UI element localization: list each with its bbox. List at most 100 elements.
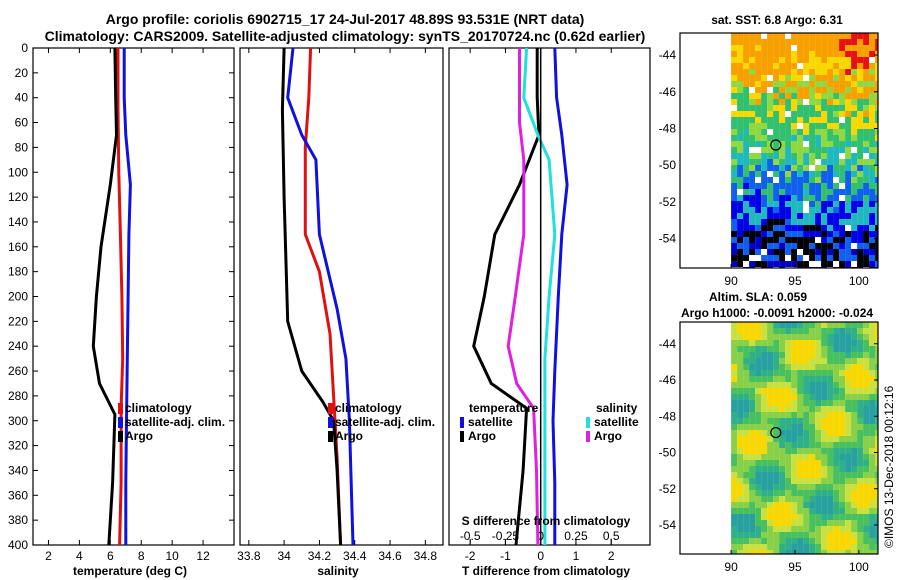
map-cell xyxy=(809,69,816,75)
map-cell xyxy=(833,231,840,237)
map-cell xyxy=(815,418,822,424)
map-cell xyxy=(797,117,804,123)
x-tick-label: 6 xyxy=(107,549,114,563)
map-cell xyxy=(851,478,858,484)
map-cell xyxy=(821,177,828,183)
map-cell xyxy=(863,394,870,400)
series-line-s-satellite xyxy=(522,47,557,545)
map-cell xyxy=(803,231,810,237)
map-cell xyxy=(785,189,792,195)
map-cell xyxy=(839,39,846,45)
map-cell xyxy=(869,51,876,57)
map-cell xyxy=(827,388,834,394)
map-cell xyxy=(743,328,750,334)
map-cell xyxy=(869,412,876,418)
map-cell xyxy=(767,57,774,63)
map-cell xyxy=(869,550,876,554)
map-cell xyxy=(737,520,744,526)
map-cell xyxy=(803,135,810,141)
map-cell xyxy=(743,135,750,141)
map-cell xyxy=(809,243,816,249)
map-cell xyxy=(803,478,810,484)
map-cell xyxy=(809,544,816,550)
map-cell xyxy=(833,502,840,508)
argo-location-marker xyxy=(770,426,782,439)
map-cell xyxy=(791,45,798,51)
map-cell xyxy=(779,478,786,484)
map-cell xyxy=(785,544,792,550)
map-cell xyxy=(833,508,840,514)
map-cell xyxy=(821,442,828,448)
temperature-xlabel: temperature (deg C) xyxy=(73,564,187,578)
map-cell xyxy=(875,442,878,448)
map-cell xyxy=(743,243,750,249)
map-cell xyxy=(827,358,834,364)
map-cell xyxy=(875,520,878,526)
map-cell xyxy=(737,195,744,201)
map-cell xyxy=(845,508,852,514)
map-cell xyxy=(773,57,780,63)
map-cell xyxy=(839,454,846,460)
map-cell xyxy=(875,538,878,544)
map-cell xyxy=(749,123,756,129)
map-cell xyxy=(863,454,870,460)
map-cell xyxy=(833,111,840,117)
map-cell xyxy=(737,412,744,418)
map-cell xyxy=(821,490,828,496)
map-cell xyxy=(737,225,744,231)
map-cell xyxy=(749,39,756,45)
map-cell xyxy=(779,550,786,554)
map-cell xyxy=(803,45,810,51)
map-cell xyxy=(749,508,756,514)
map-cell xyxy=(731,33,738,39)
map-cell xyxy=(845,418,852,424)
map-cell xyxy=(755,346,762,352)
map-cell xyxy=(845,376,852,382)
map-cell xyxy=(767,45,774,51)
map-cell xyxy=(749,45,756,51)
map-cell xyxy=(737,243,744,249)
x-tick-label: 10 xyxy=(165,549,179,563)
map-cell xyxy=(821,225,828,231)
map-cell xyxy=(767,394,774,400)
map-cell xyxy=(845,183,852,189)
map-cell xyxy=(851,364,858,370)
legend3-swatch-s-satellite xyxy=(586,417,590,428)
map-cell xyxy=(863,460,870,466)
map-cell xyxy=(809,213,816,219)
map-cell xyxy=(743,117,750,123)
map-cell xyxy=(791,532,798,538)
map-cell xyxy=(857,550,864,554)
map-cell xyxy=(833,93,840,99)
map-cell xyxy=(833,400,840,406)
map-cell xyxy=(851,502,858,508)
map-cell xyxy=(773,358,780,364)
map-cell xyxy=(779,376,786,382)
map-cell xyxy=(851,87,858,93)
map-cell xyxy=(821,189,828,195)
map-cell xyxy=(767,261,774,267)
map-cell xyxy=(791,57,798,63)
map-cell xyxy=(869,261,876,267)
map-cell xyxy=(809,454,816,460)
map-cell xyxy=(821,508,828,514)
map-cell xyxy=(755,51,762,57)
map-cell xyxy=(857,340,864,346)
map-cell xyxy=(815,346,822,352)
map-cell xyxy=(803,153,810,159)
map-cell xyxy=(827,141,834,147)
map-cell xyxy=(863,418,870,424)
map-cell xyxy=(737,400,744,406)
map-cell xyxy=(803,328,810,334)
map-cell xyxy=(767,33,774,39)
map-cell xyxy=(839,364,846,370)
map-cell xyxy=(869,328,876,334)
map-cell xyxy=(809,394,816,400)
map-cell xyxy=(827,93,834,99)
map-cell xyxy=(737,75,744,81)
x-tick-label: -1 xyxy=(500,549,511,563)
map-cell xyxy=(767,159,774,165)
map-cell xyxy=(857,201,864,207)
map-cell xyxy=(785,147,792,153)
map-cell xyxy=(731,147,738,153)
